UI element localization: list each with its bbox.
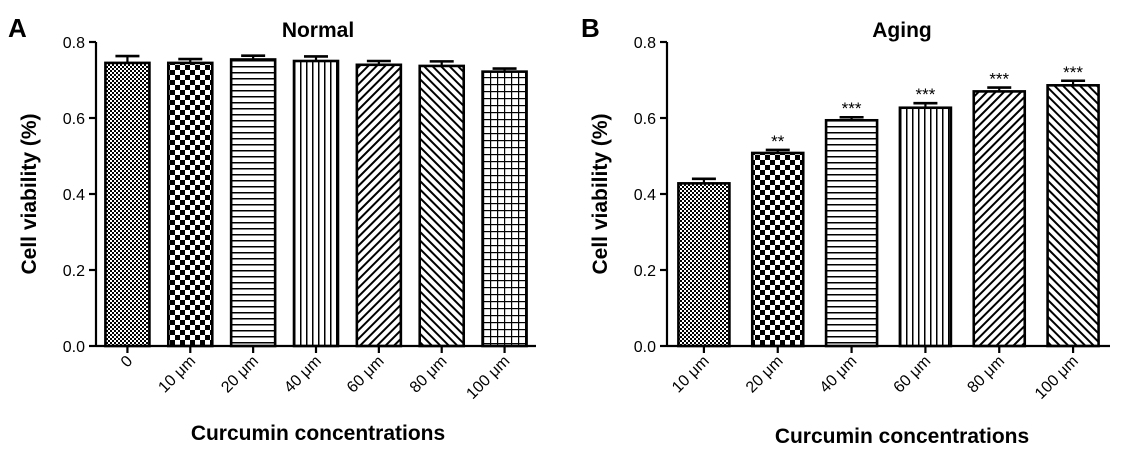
y-tick-label: 0.0 <box>63 339 85 356</box>
x-tick-label: 40 μm <box>817 353 861 397</box>
bar <box>481 70 528 348</box>
y-axis-b: 0.0 0.2 0.4 0.6 0.8 <box>634 35 669 356</box>
x-tick-label: 80 μm <box>964 353 1008 397</box>
significance-marker: ** <box>771 132 785 151</box>
bar <box>824 118 879 348</box>
y-tick-label: 0.0 <box>634 339 656 356</box>
bars-b: *********** *** <box>677 63 1100 348</box>
bar <box>104 61 151 348</box>
y-tick-label: 0.6 <box>63 111 85 128</box>
bar <box>355 63 403 348</box>
y-tick-label: 0.8 <box>634 35 656 52</box>
bar <box>418 64 466 348</box>
x-axis-b: 10 μm 20 μm 40 μm 60 μm 80 μm 100 μm <box>667 344 1110 403</box>
y-tick-label: 0.4 <box>63 187 85 204</box>
bar <box>898 106 953 348</box>
y-axis-label-a: Cell viability (%) <box>18 113 41 274</box>
panel-letter-a: A <box>8 13 27 43</box>
y-tick-label: 0.2 <box>63 263 85 280</box>
x-tick-label: 80 μm <box>407 353 451 397</box>
x-tick-label: 60 μm <box>891 353 935 397</box>
y-tick-label: 0.4 <box>634 187 656 204</box>
chart-panel-b: B Aging Cell viability (%) Curcumin conc… <box>581 13 1110 448</box>
bar <box>677 182 731 348</box>
bar <box>166 61 214 348</box>
x-tick-label: 10 μm <box>155 353 199 397</box>
x-tick-label: 60 μm <box>344 353 388 397</box>
chart-title-a: Normal <box>282 19 354 42</box>
x-axis-a: 0 10 μm 20 μm 40 μm 60 μm 80 μm 100 μm <box>96 344 536 403</box>
bar <box>750 151 805 348</box>
x-tick-label: 100 μm <box>1032 353 1082 403</box>
bar <box>229 58 277 348</box>
x-tick-label: 100 μm <box>463 353 513 403</box>
bar <box>972 90 1027 348</box>
x-tick-label: 40 μm <box>281 353 325 397</box>
y-axis-a: 0.0 0.2 0.4 0.6 0.8 <box>63 35 98 356</box>
bar <box>1046 84 1100 348</box>
panel-letter-b: B <box>581 13 600 43</box>
y-tick-label: 0.8 <box>63 35 85 52</box>
x-tick-label: 0 <box>118 353 136 371</box>
chart-title-b: Aging <box>872 19 931 42</box>
x-axis-label-a: Curcumin concentrations <box>191 422 445 445</box>
chart-panel-a: A Normal Cell viability (%) Curcumin con… <box>8 13 536 445</box>
x-tick-label: 20 μm <box>743 353 787 397</box>
x-axis-label-b: Curcumin concentrations <box>775 425 1029 448</box>
bars-a <box>104 54 528 348</box>
bar <box>292 59 340 348</box>
x-tick-label: 10 μm <box>669 353 713 397</box>
significance-marker: *** <box>915 85 935 104</box>
y-axis-label-b: Cell viability (%) <box>589 113 612 274</box>
significance-marker: *** <box>1063 63 1083 82</box>
y-tick-label: 0.6 <box>634 111 656 128</box>
significance-marker: *** <box>989 70 1009 89</box>
significance-marker: *** <box>842 99 862 118</box>
y-tick-label: 0.2 <box>634 263 656 280</box>
x-tick-label: 20 μm <box>218 353 262 397</box>
